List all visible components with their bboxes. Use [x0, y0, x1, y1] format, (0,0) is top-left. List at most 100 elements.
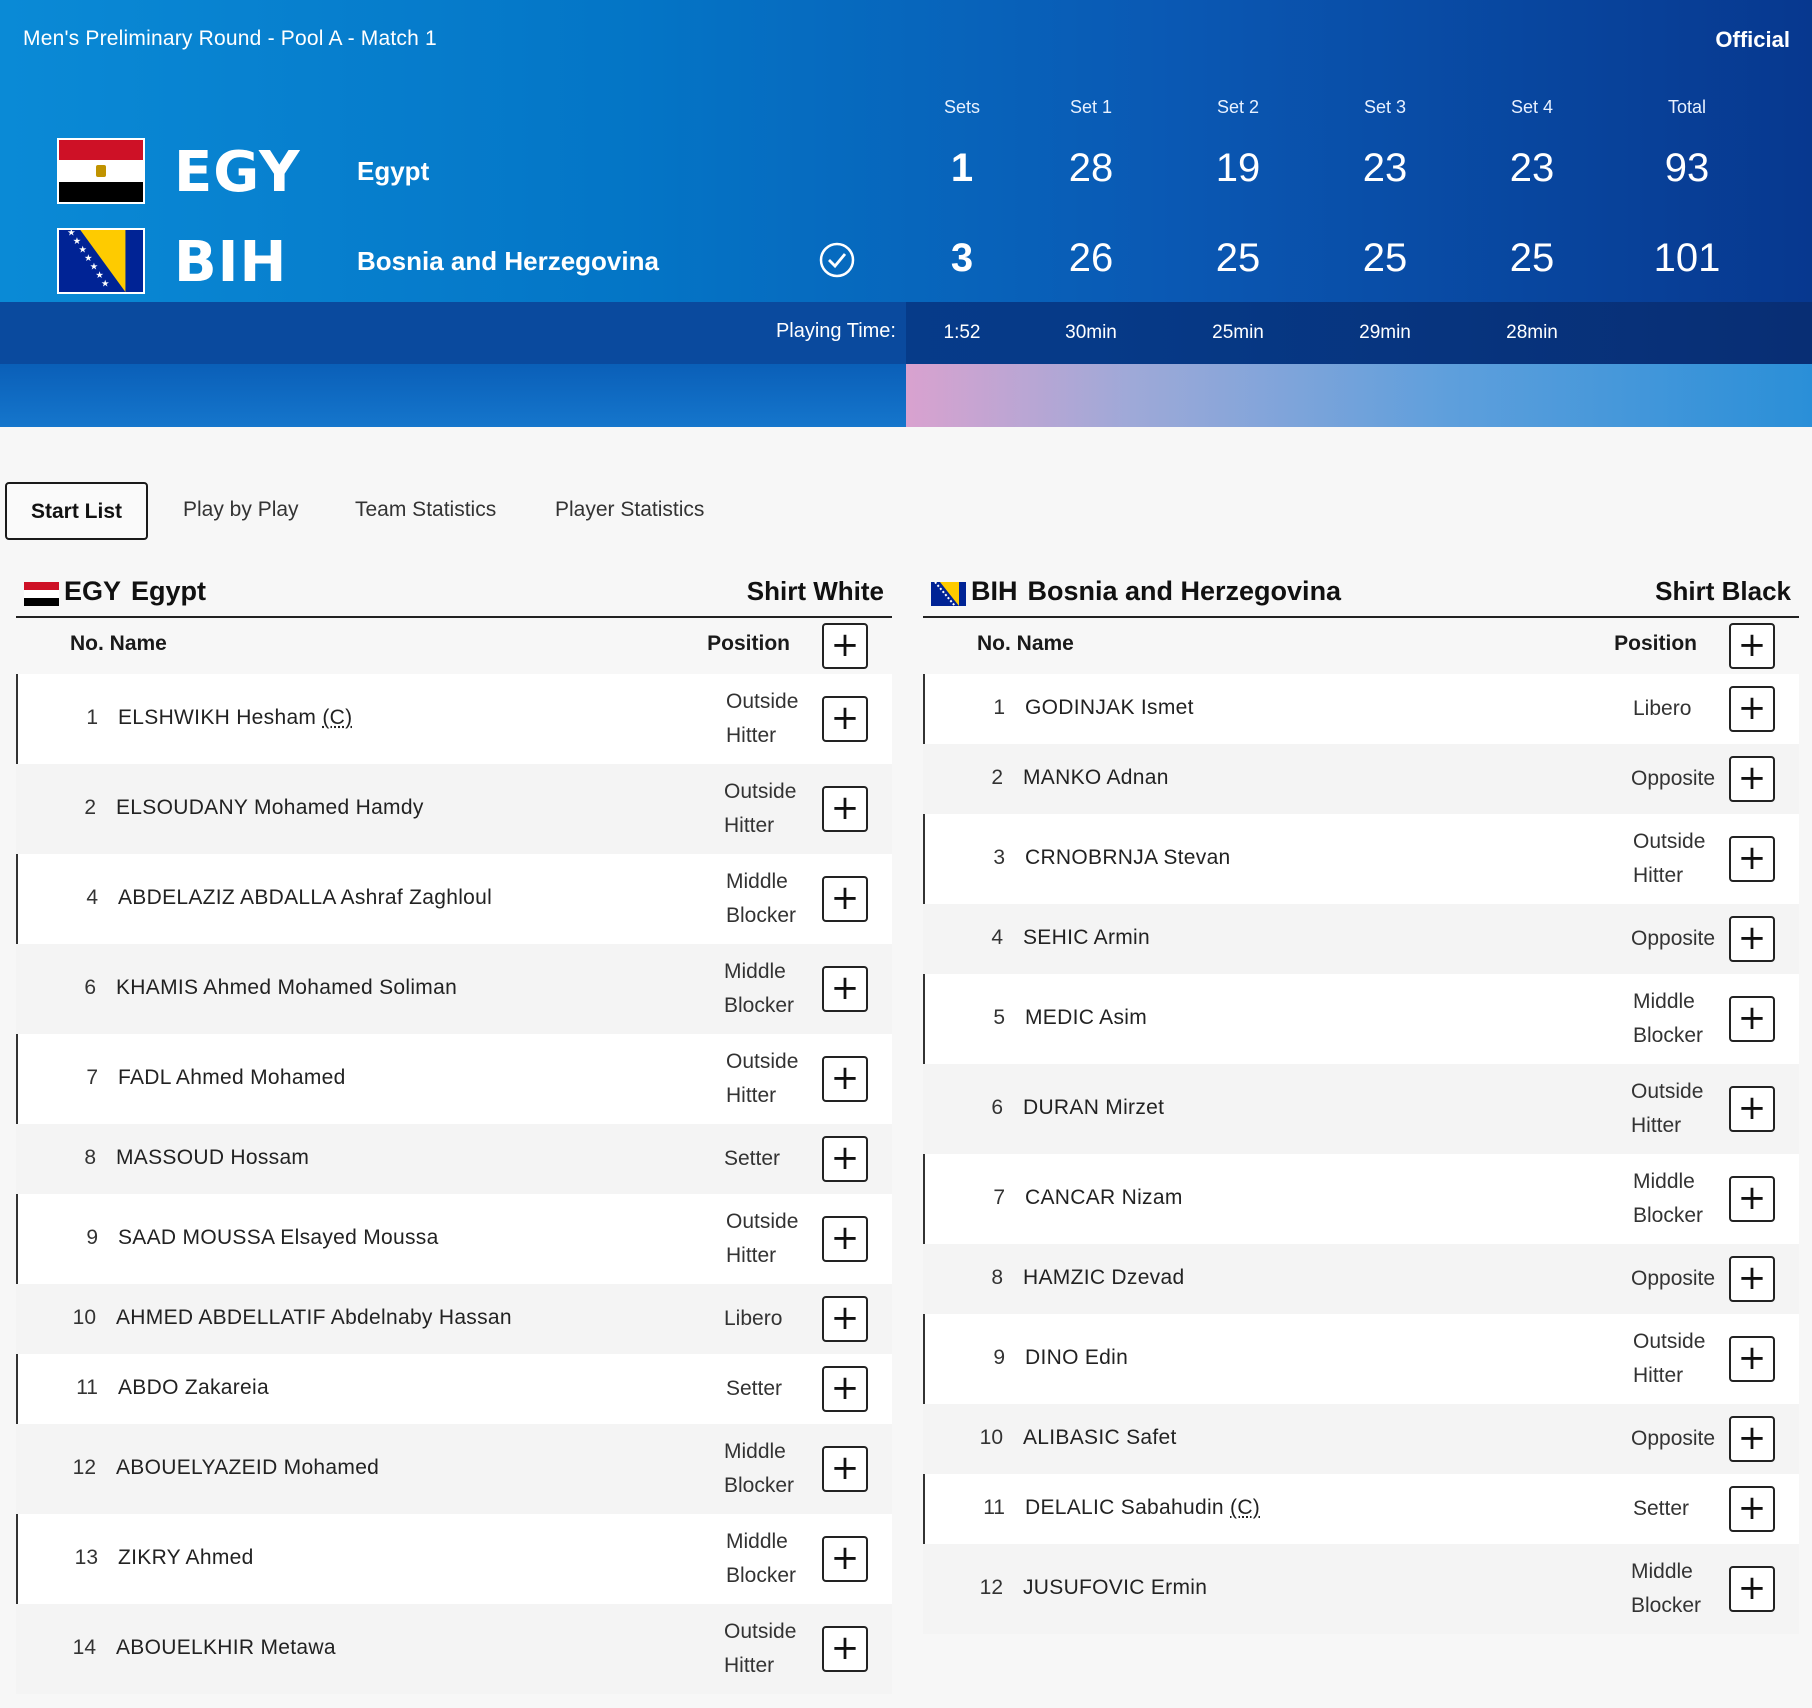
position-line: Outside [726, 1050, 799, 1073]
expand-player-button[interactable]: + [822, 1446, 868, 1492]
svg-text:★: ★ [67, 230, 75, 239]
svg-text:★: ★ [90, 261, 98, 272]
player-name: DURAN Mirzet [1023, 1096, 1165, 1119]
total-score: 101 [1653, 236, 1721, 280]
player-number: 6 [991, 1096, 1003, 1119]
position-line: Hitter [724, 814, 775, 837]
expand-player-button[interactable]: + [822, 876, 868, 922]
player-position: Outside Hitter [1619, 1075, 1711, 1143]
position-line: Hitter [724, 1654, 775, 1677]
set4-duration: 28min [1506, 322, 1558, 343]
tab-team-statistics[interactable]: Team Statistics [355, 498, 497, 521]
player-name-cell: ELSHWIKH Hesham (C) [118, 706, 352, 730]
total-score: 93 [1664, 146, 1710, 190]
player-position: Outside Hitter [1621, 1325, 1713, 1393]
player-name-cell: DINO Edin [1025, 1346, 1128, 1370]
player-number: 7 [993, 1186, 1005, 1209]
col-head-set2: Set 2 [1216, 97, 1260, 117]
tab-player-statistics[interactable]: Player Statistics [555, 498, 705, 521]
position-line: Hitter [726, 1244, 777, 1267]
expand-player-button[interactable]: + [822, 1366, 868, 1412]
col-position: Position [1614, 632, 1697, 655]
team-code: BIH [174, 230, 288, 295]
captain-badge: (C) [322, 706, 353, 729]
table-row: 1 ELSHWIKH Hesham (C) Outside Hitter + [16, 674, 892, 764]
team-panel-title: BIH Bosnia and Herzegovina [971, 576, 1341, 607]
table-row: 1 GODINJAK Ismet Libero + [923, 674, 1799, 744]
table-row: 12 JUSUFOVIC Ermin Middle Blocker + [923, 1544, 1799, 1634]
expand-player-button[interactable]: + [1729, 1256, 1775, 1302]
player-name-cell: ABDO Zakareia [118, 1376, 269, 1400]
player-name-cell: ALIBASIC Safet [1023, 1426, 1177, 1450]
expand-player-button[interactable]: + [1729, 916, 1775, 962]
egypt-flag-icon [57, 138, 145, 204]
score-row-bih: ★ ★ ★ ★ ★ ★ ★ BIH Bosnia and Herzegovina 3 2… [0, 226, 1812, 296]
table-row: 4 SEHIC Armin Opposite + [923, 904, 1799, 974]
tab-play-by-play[interactable]: Play by Play [183, 498, 299, 521]
expand-player-button[interactable]: + [1729, 686, 1775, 732]
player-name-cell: MANKO Adnan [1023, 766, 1169, 790]
expand-player-button[interactable]: + [822, 966, 868, 1012]
player-name: KHAMIS Ahmed Mohamed Soliman [116, 976, 458, 999]
position-line: Hitter [1631, 1114, 1682, 1137]
expand-player-button[interactable]: + [1729, 836, 1775, 882]
table-row: 14 ABOUELKHIR Metawa Outside Hitter + [16, 1604, 892, 1694]
position-line: Hitter [1633, 1364, 1684, 1387]
match-header: Men's Preliminary Round - Pool A - Match… [0, 0, 1812, 427]
table-row: 7 CANCAR Nizam Middle Blocker + [923, 1154, 1799, 1244]
player-position: Setter [1621, 1492, 1713, 1526]
position-line: Outside [724, 1620, 797, 1643]
player-number: 9 [993, 1346, 1005, 1369]
position-line: Blocker [726, 1564, 797, 1587]
set1-score: 28 [1068, 146, 1114, 190]
expand-player-button[interactable]: + [822, 1136, 868, 1182]
expand-player-button[interactable]: + [1729, 1486, 1775, 1532]
expand-player-button[interactable]: + [822, 696, 868, 742]
expand-player-button[interactable]: + [822, 1216, 868, 1262]
player-number: 8 [991, 1266, 1003, 1289]
expand-player-button[interactable]: + [822, 786, 868, 832]
table-header: No. Name Position + [923, 618, 1799, 674]
playing-time-label: Playing Time: [775, 320, 896, 342]
table-row: 10 ALIBASIC Safet Opposite + [923, 1404, 1799, 1474]
svg-text:★: ★ [101, 278, 109, 289]
player-name: ZIKRY Ahmed [118, 1546, 254, 1569]
table-row: 12 ABOUELYAZEID Mohamed Middle Blocker + [16, 1424, 892, 1514]
expand-player-button[interactable]: + [1729, 756, 1775, 802]
score-row-egy: EGY Egypt 1 28 19 23 23 93 [0, 136, 1812, 206]
player-name-cell: ELSOUDANY Mohamed Hamdy [116, 796, 424, 820]
expand-player-button[interactable]: + [822, 1536, 868, 1582]
expand-player-button[interactable]: + [1729, 1336, 1775, 1382]
expand-player-button[interactable]: + [1729, 996, 1775, 1042]
position-line: Opposite [1631, 1427, 1716, 1450]
player-name-cell: JUSUFOVIC Ermin [1023, 1576, 1207, 1600]
player-number: 7 [86, 1066, 98, 1089]
expand-player-button[interactable]: + [822, 1056, 868, 1102]
expand-player-button[interactable]: + [1729, 1176, 1775, 1222]
player-name: SEHIC Armin [1023, 926, 1150, 949]
svg-text:★: ★ [95, 270, 103, 281]
expand-player-button[interactable]: + [1729, 1086, 1775, 1132]
table-row: 5 MEDIC Asim Middle Blocker + [923, 974, 1799, 1064]
tab-start-list[interactable]: Start List [5, 482, 149, 540]
position-line: Hitter [726, 724, 777, 747]
banner-bottom-gradient [906, 364, 1812, 427]
expand-player-button[interactable]: + [822, 1296, 868, 1342]
table-row: 9 DINO Edin Outside Hitter + [923, 1314, 1799, 1404]
player-name: ELSHWIKH Hesham [118, 706, 317, 729]
player-position: Outside Hitter [714, 1205, 806, 1273]
player-name: MEDIC Asim [1025, 1006, 1148, 1029]
set4-score: 23 [1509, 146, 1555, 190]
expand-all-button[interactable]: + [1729, 623, 1775, 669]
player-number: 3 [993, 846, 1005, 869]
player-number: 12 [979, 1576, 1003, 1599]
expand-player-button[interactable]: + [1729, 1566, 1775, 1612]
player-name: ELSOUDANY Mohamed Hamdy [116, 796, 424, 819]
player-number: 10 [979, 1426, 1003, 1449]
team-name: Bosnia and Herzegovina [1027, 576, 1342, 606]
winner-check-icon [819, 242, 855, 278]
player-name-cell: SAAD MOUSSA Elsayed Moussa [118, 1226, 439, 1250]
expand-all-button[interactable]: + [822, 623, 868, 669]
expand-player-button[interactable]: + [1729, 1416, 1775, 1462]
expand-player-button[interactable]: + [822, 1626, 868, 1672]
